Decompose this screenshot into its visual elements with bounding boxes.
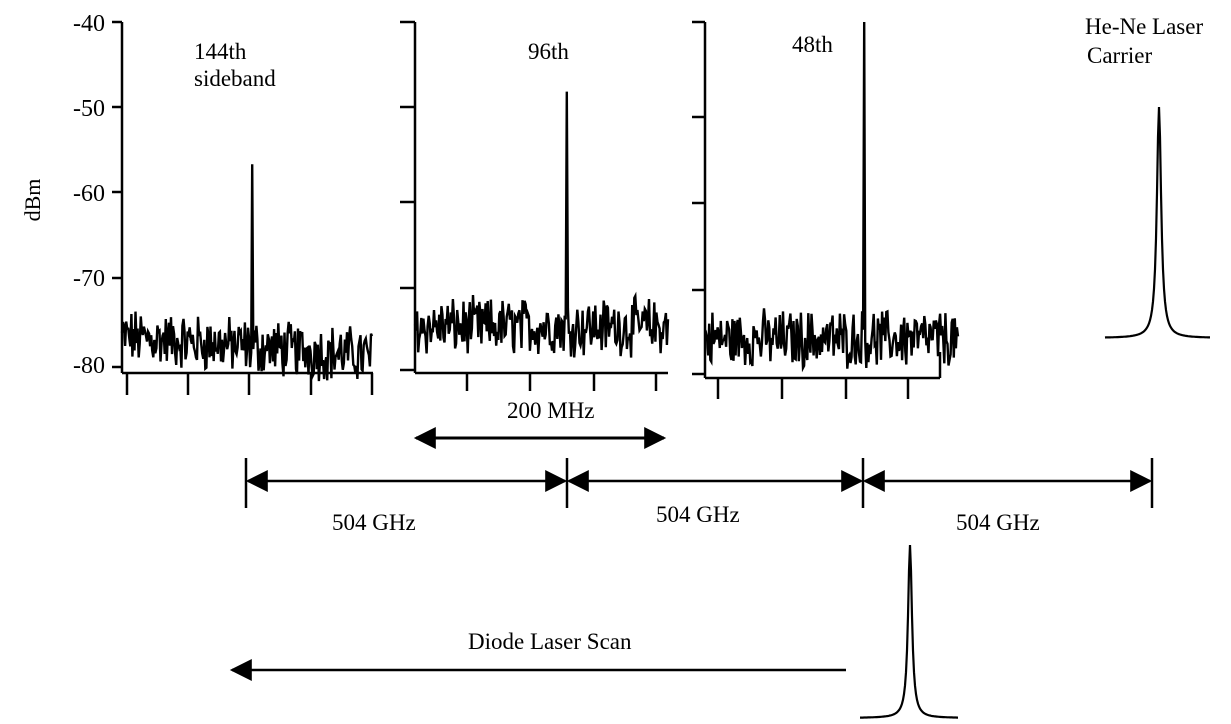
y-tick-label: -80: [73, 353, 105, 379]
carrier-label-line1: He-Ne Laser: [1085, 14, 1203, 39]
carrier-trace: [1104, 106, 1210, 339]
spacing-label: 504 GHz: [332, 510, 416, 535]
y-tick-label: -50: [73, 96, 105, 122]
span-indicator: 200 MHz: [413, 398, 667, 449]
panel-axes: [400, 20, 668, 391]
y-tick-labels: -40 -50 -60 -70 -80: [73, 11, 105, 379]
panel-144th: 144th sideband: [112, 20, 374, 395]
diode-laser-peak: [860, 544, 958, 719]
spacing-label: 504 GHz: [956, 510, 1040, 535]
noise-trace-144th: [120, 164, 374, 382]
carrier-label-line2: Carrier: [1087, 43, 1152, 68]
panel-axes: [692, 20, 942, 399]
panel-48th: 48th: [692, 20, 960, 399]
spacing-indicators: [244, 458, 1154, 508]
y-tick-label: -60: [73, 181, 105, 207]
noise-trace-96th: [413, 91, 670, 358]
y-tick-label: -70: [73, 266, 105, 292]
panel-label-line1: 48th: [792, 32, 833, 57]
scan-label: Diode Laser Scan: [468, 629, 632, 654]
panel-96th: 96th: [400, 20, 670, 391]
noise-trace-48th: [703, 21, 960, 373]
panel-label-line2: sideband: [194, 66, 276, 91]
carrier-panel: He-Ne Laser Carrier: [1085, 14, 1210, 339]
y-axis-label: dBm: [20, 179, 45, 222]
span-label: 200 MHz: [507, 398, 595, 423]
panel-label-line1: 96th: [528, 39, 569, 64]
panel-label-line1: 144th: [194, 39, 247, 64]
y-tick-label: -40: [73, 11, 105, 37]
diode-scan: Diode Laser Scan: [229, 544, 958, 719]
spacing-label: 504 GHz: [656, 502, 740, 527]
